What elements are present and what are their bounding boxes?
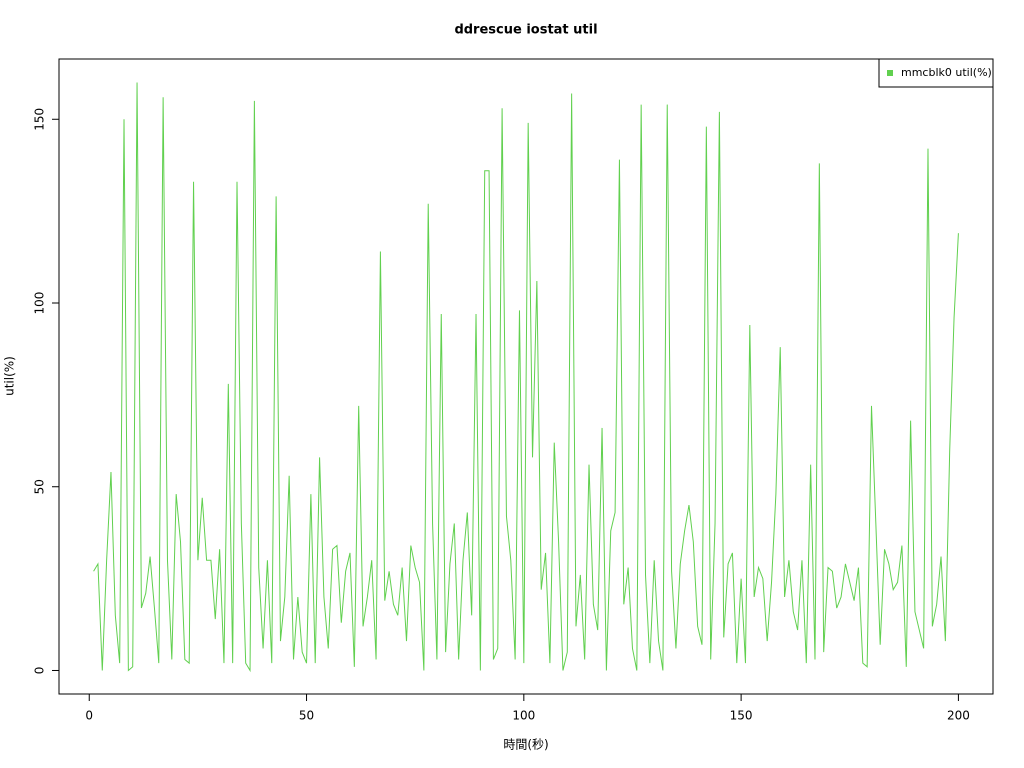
x-tick-label: 200 xyxy=(947,709,970,723)
y-tick-label: 0 xyxy=(33,667,47,675)
x-tick-label: 150 xyxy=(730,709,753,723)
y-tick-label: 100 xyxy=(33,292,47,315)
legend-box xyxy=(878,58,994,88)
x-tick-label: 0 xyxy=(85,709,93,723)
y-tick-label: 50 xyxy=(33,479,47,494)
x-axis-label: 時間(秒) xyxy=(503,738,548,752)
y-axis-label: util(%) xyxy=(3,356,17,396)
legend-label: mmcblk0 util(%) xyxy=(901,66,992,79)
x-tick-label: 50 xyxy=(299,709,314,723)
x-tick-label: 100 xyxy=(512,709,535,723)
y-tick-label: 150 xyxy=(33,108,47,131)
data-line xyxy=(93,82,959,673)
legend-swatch xyxy=(887,70,893,76)
chart-title: ddrescue iostat util xyxy=(454,23,597,38)
